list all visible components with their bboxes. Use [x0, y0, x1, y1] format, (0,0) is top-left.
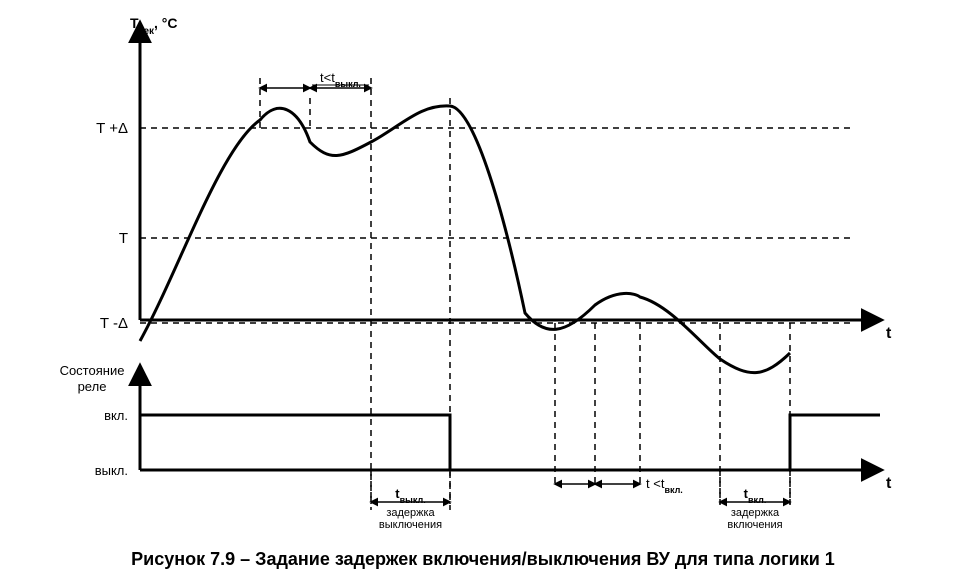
- svg-text:вкл.: вкл.: [104, 408, 128, 423]
- svg-text:T: T: [119, 230, 128, 247]
- svg-text:t<tвыкл.: t<tвыкл.: [320, 70, 361, 89]
- svg-text:T -Δ: T -Δ: [100, 315, 128, 332]
- svg-text:t <tвкл.: t <tвкл.: [646, 476, 683, 495]
- svg-text:t: t: [886, 325, 892, 342]
- svg-text:t: t: [886, 475, 892, 492]
- svg-text:T +Δ: T +Δ: [96, 120, 128, 137]
- relay-layer: t Состояниереле вкл. выкл. t <tвкл. tвыкл. зад…: [60, 363, 892, 531]
- svg-text:Tтек, °C: Tтек, °C: [130, 15, 178, 37]
- svg-text:tвыкл.: tвыкл.: [395, 486, 425, 505]
- svg-text:включения: включения: [727, 519, 782, 531]
- svg-text:задержка: задержка: [386, 507, 435, 519]
- svg-text:реле: реле: [78, 379, 107, 394]
- svg-text:Состояние: Состояние: [60, 363, 125, 378]
- svg-text:выключения: выключения: [379, 519, 442, 531]
- svg-text:задержка: задержка: [731, 507, 780, 519]
- svg-text:выкл.: выкл.: [95, 463, 128, 478]
- figure-caption: Рисунок 7.9 – Задание задержек включения…: [0, 549, 966, 570]
- diagram-svg: Tтек, °C t T +Δ T T -Δ t<tвыкл. t Состояниерел…: [0, 0, 966, 584]
- chart-layer: Tтек, °C t T +Δ T T -Δ t<tвыкл.: [96, 15, 892, 510]
- svg-text:tвкл.: tвкл.: [744, 486, 767, 505]
- figure-container: Tтек, °C t T +Δ T T -Δ t<tвыкл. t Состояниерел…: [0, 0, 966, 584]
